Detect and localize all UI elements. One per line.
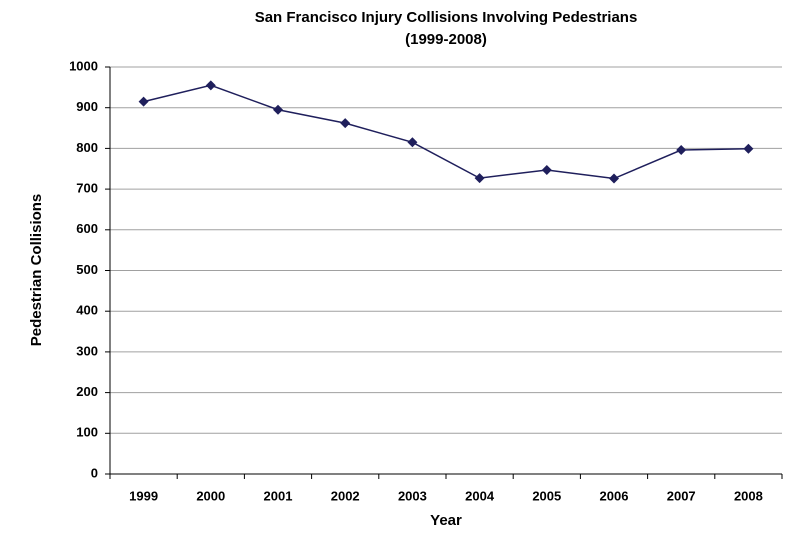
y-tick-label: 300 (76, 343, 98, 358)
y-tick-label: 400 (76, 303, 98, 318)
x-tick-label: 2001 (264, 488, 293, 503)
data-point (138, 96, 149, 107)
data-point (541, 164, 552, 175)
y-tick-label: 600 (76, 221, 98, 236)
y-tick-label: 200 (76, 384, 98, 399)
x-tick-label: 2000 (196, 488, 225, 503)
y-tick-label: 1000 (69, 58, 98, 73)
y-tick-label: 900 (76, 99, 98, 114)
y-tick-label: 0 (91, 465, 98, 480)
x-tick-label: 1999 (129, 488, 158, 503)
data-point (273, 104, 283, 115)
x-tick-label: 2006 (600, 488, 629, 503)
series-line (143, 84, 749, 180)
y-tick-label: 800 (76, 140, 98, 155)
x-tick-label: 2005 (532, 488, 561, 503)
data-point (205, 80, 216, 91)
y-tick-label: 700 (76, 181, 98, 196)
data-point (340, 118, 351, 129)
data-point (609, 173, 619, 184)
y-axis-title: Pedestrian Collisions (28, 194, 45, 347)
y-tick-label: 100 (76, 425, 98, 440)
chart-title: San Francisco Injury Collisions Involvin… (255, 9, 638, 26)
x-tick-label: 2007 (667, 488, 696, 503)
data-point (743, 143, 754, 154)
data-point (676, 145, 687, 156)
x-tick-label: 2004 (465, 488, 495, 503)
y-tick-label: 500 (76, 262, 98, 277)
chart-subtitle: (1999-2008) (405, 31, 487, 48)
x-tick-label: 2008 (734, 488, 763, 503)
data-point (474, 173, 485, 184)
data-point (407, 137, 418, 148)
x-tick-label: 2002 (331, 488, 360, 503)
x-tick-label: 2003 (398, 488, 427, 503)
x-axis-title: Year (430, 512, 462, 529)
